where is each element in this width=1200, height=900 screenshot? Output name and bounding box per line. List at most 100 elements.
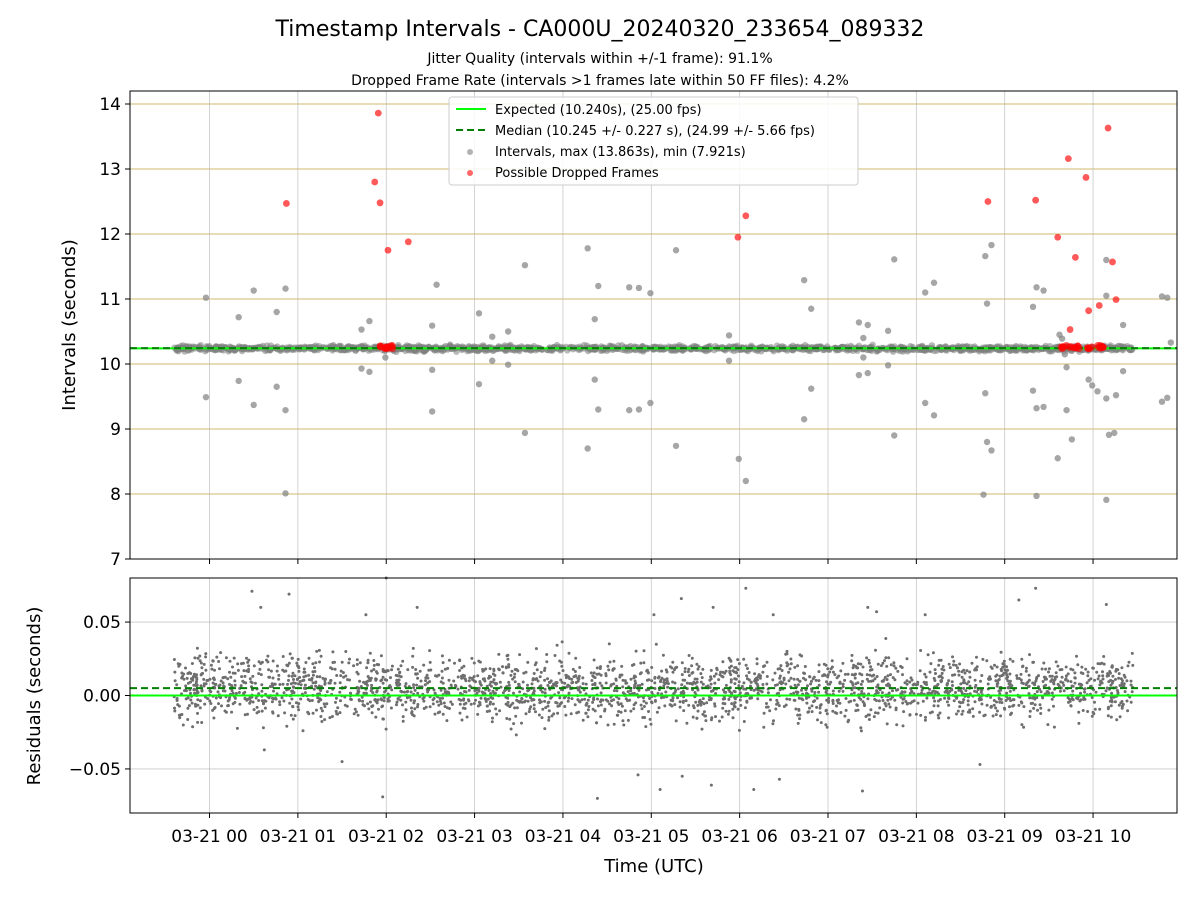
- residual-point: [1038, 703, 1042, 707]
- residual-point: [1108, 670, 1112, 673]
- residual-point: [175, 683, 179, 687]
- residual-point: [1092, 712, 1096, 716]
- residual-point: [501, 665, 504, 669]
- residual-point: [520, 721, 523, 725]
- residuals-ytick-label: −0.05: [69, 760, 121, 780]
- residual-point: [421, 697, 425, 701]
- residual-point: [193, 691, 197, 695]
- residual-point: [334, 696, 338, 700]
- residual-point: [546, 704, 550, 708]
- residual-point: [560, 640, 564, 644]
- residual-point: [291, 705, 295, 709]
- residual-point: [943, 696, 947, 700]
- interval-point: [672, 442, 680, 450]
- residual-point: [355, 662, 359, 666]
- residual-point: [813, 691, 817, 694]
- residual-point: [861, 665, 865, 669]
- residual-point: [745, 674, 749, 678]
- residual-point: [361, 699, 365, 703]
- residual-point: [184, 684, 188, 688]
- residual-point: [297, 682, 300, 686]
- residual-point: [1017, 598, 1021, 602]
- residual-point: [507, 665, 511, 669]
- residual-point: [874, 648, 877, 652]
- residual-point: [724, 683, 728, 687]
- residual-point: [709, 668, 713, 672]
- residual-point: [981, 657, 985, 661]
- residual-point: [737, 728, 741, 732]
- residual-point: [920, 688, 924, 692]
- residual-point: [241, 679, 245, 683]
- residual-point: [1050, 691, 1054, 695]
- residual-point: [198, 659, 202, 663]
- interval-point: [860, 354, 867, 361]
- residual-point: [785, 649, 789, 653]
- residual-point: [619, 710, 623, 714]
- residual-point: [642, 661, 646, 665]
- residual-point: [458, 658, 462, 662]
- residual-point: [280, 696, 284, 700]
- residual-point: [507, 680, 511, 684]
- residual-point: [532, 707, 536, 711]
- residual-point: [609, 684, 613, 688]
- residual-point: [354, 710, 358, 714]
- residual-point: [352, 712, 356, 716]
- residual-point: [196, 698, 200, 702]
- residual-point: [460, 666, 464, 670]
- residual-point: [357, 686, 361, 690]
- x-tick-label: 03-21 09: [966, 827, 1042, 847]
- residual-point: [951, 684, 954, 687]
- residual-point: [1011, 659, 1015, 663]
- residual-point: [824, 723, 828, 727]
- residual-point: [478, 703, 482, 707]
- residual-point: [933, 668, 937, 672]
- residual-point: [543, 666, 547, 670]
- residual-point: [541, 690, 544, 694]
- residual-point: [599, 715, 603, 719]
- residual-point: [276, 664, 279, 668]
- residual-point: [737, 662, 741, 666]
- residual-point: [824, 708, 828, 712]
- intervals-y-axis-label: Intervals (seconds): [59, 239, 80, 411]
- residual-point: [286, 682, 289, 686]
- residual-point: [729, 678, 733, 682]
- residual-point: [710, 716, 714, 720]
- interval-point: [1164, 394, 1171, 401]
- interval-point: [1033, 284, 1040, 291]
- residual-point: [532, 703, 536, 707]
- residual-point: [497, 667, 501, 671]
- residual-point: [481, 669, 485, 673]
- residual-point: [765, 682, 769, 686]
- residual-point: [539, 670, 543, 674]
- residual-point: [514, 733, 518, 737]
- residual-point: [251, 674, 255, 678]
- residual-point: [1041, 696, 1045, 700]
- residual-point: [467, 679, 471, 683]
- residual-point: [709, 677, 713, 681]
- residual-point: [1117, 703, 1121, 707]
- residual-point: [999, 688, 1003, 692]
- residual-point: [490, 720, 494, 724]
- interval-point: [1085, 376, 1092, 383]
- residual-point: [731, 707, 735, 711]
- residual-point: [1113, 700, 1117, 704]
- residual-point: [699, 672, 703, 676]
- residual-point: [950, 680, 954, 684]
- residual-point: [259, 605, 263, 609]
- residual-point: [220, 704, 223, 708]
- residual-point: [817, 679, 821, 683]
- residual-point: [709, 783, 713, 787]
- residual-point: [364, 680, 368, 684]
- residual-point: [397, 674, 401, 678]
- residual-point: [1034, 679, 1038, 683]
- residual-point: [859, 662, 863, 666]
- dropped-frame-point: [1064, 155, 1072, 163]
- residual-point: [281, 655, 285, 658]
- residual-point: [856, 708, 860, 712]
- residual-point: [558, 659, 562, 663]
- residual-point: [843, 678, 847, 682]
- residual-point: [465, 715, 469, 719]
- residual-point: [242, 669, 246, 673]
- residual-point: [1006, 697, 1010, 701]
- residual-point: [381, 795, 385, 799]
